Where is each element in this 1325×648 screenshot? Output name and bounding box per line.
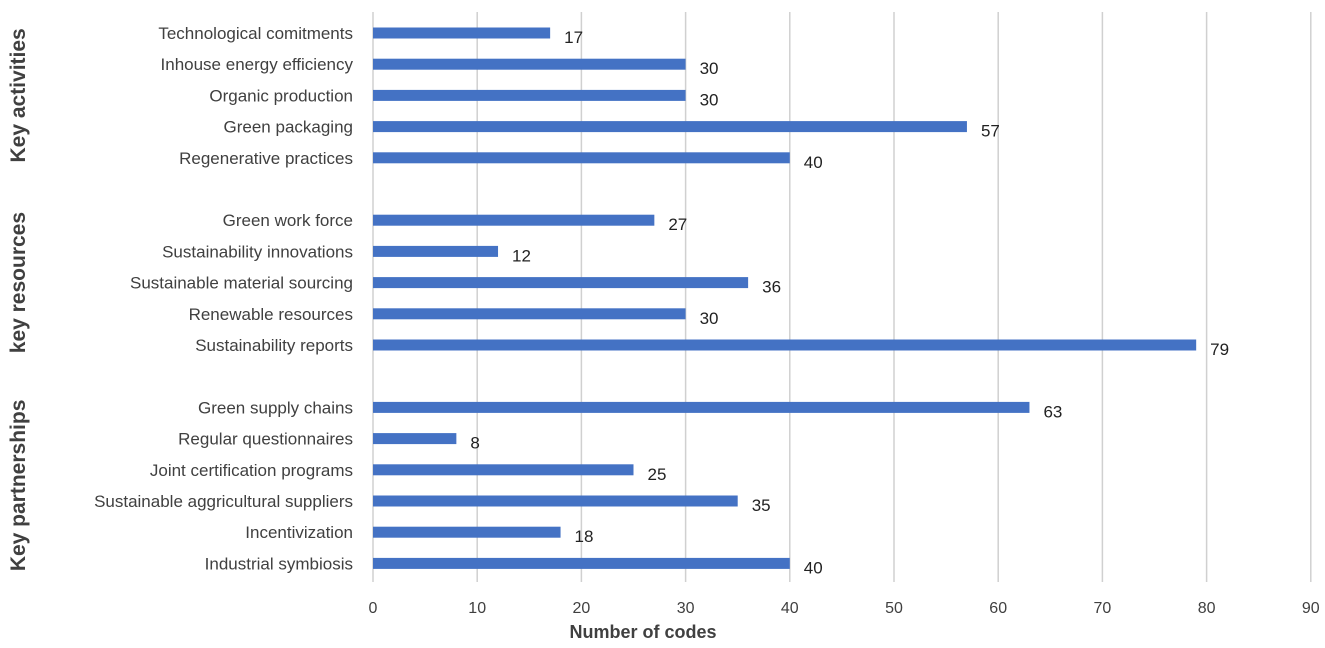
value-label: 35 <box>752 496 771 515</box>
group-label: Key partnerships <box>7 400 30 572</box>
bar <box>373 277 749 289</box>
group-labels: Key activities key resources Key partnersh… <box>7 28 30 571</box>
bar <box>373 58 686 70</box>
x-tick-label: 30 <box>677 600 695 617</box>
bar <box>373 245 499 257</box>
value-label: 30 <box>700 309 719 328</box>
category-label: Sustainability innovations <box>162 242 353 261</box>
category-label: Organic production <box>209 86 353 105</box>
category-label: Joint certification programs <box>150 461 353 480</box>
category-label: Regular questionnaires <box>178 430 353 449</box>
value-label: 8 <box>470 434 479 453</box>
bar <box>373 89 686 101</box>
value-label: 17 <box>564 28 583 47</box>
value-label: 79 <box>1210 340 1229 359</box>
bar <box>373 495 738 507</box>
value-label: 27 <box>668 215 687 234</box>
x-axis-title: Number of codes <box>569 622 716 642</box>
category-label: Renewable resources <box>189 305 353 324</box>
bar <box>373 214 655 226</box>
x-tick-label: 70 <box>1094 600 1112 617</box>
x-tick-label: 0 <box>369 600 378 617</box>
category-label: Sustainable aggricultural suppliers <box>94 492 353 511</box>
value-labels: 17 30 30 57 40 27 12 36 30 79 63 8 25 35 18 40 <box>470 28 1229 577</box>
category-label: Green packaging <box>224 118 353 137</box>
bar <box>373 433 457 445</box>
value-label: 36 <box>762 278 781 297</box>
category-label: Regenerative practices <box>179 149 353 168</box>
x-tick-label: 10 <box>468 600 486 617</box>
x-tick-label: 40 <box>781 600 799 617</box>
value-label: 63 <box>1043 402 1062 421</box>
bar <box>373 401 1030 413</box>
group-label: Key activities <box>7 28 30 162</box>
value-label: 40 <box>804 153 823 172</box>
gridlines <box>372 12 1312 582</box>
bar <box>373 27 551 39</box>
category-label: Green supply chains <box>198 398 353 417</box>
bars <box>373 27 1197 569</box>
category-label: Sustainable material sourcing <box>130 274 353 293</box>
bar <box>373 557 790 569</box>
value-label: 18 <box>575 527 594 546</box>
bar <box>373 308 686 320</box>
x-tick-label: 80 <box>1198 600 1216 617</box>
x-tick-label: 60 <box>989 600 1007 617</box>
category-label: Inhouse energy efficiency <box>161 55 354 74</box>
bar <box>373 339 1197 351</box>
value-label: 57 <box>981 122 1000 141</box>
x-tick-label: 20 <box>573 600 591 617</box>
category-label: Incentivization <box>245 523 353 542</box>
bar <box>373 526 561 538</box>
value-label: 25 <box>648 465 667 484</box>
bar <box>373 152 790 164</box>
category-label: Technological comitments <box>158 24 353 43</box>
group-label: key resources <box>7 212 30 353</box>
value-label: 30 <box>700 59 719 78</box>
category-labels: Technological comitments Inhouse energy e… <box>94 24 353 573</box>
value-label: 30 <box>700 90 719 109</box>
value-label: 12 <box>512 246 531 265</box>
category-label: Green work force <box>223 211 353 230</box>
bar <box>373 464 634 476</box>
x-axis-ticks: 0 10 20 30 40 50 60 70 80 90 <box>369 600 1320 617</box>
value-label: 40 <box>804 558 823 577</box>
x-tick-label: 90 <box>1302 600 1320 617</box>
x-tick-label: 50 <box>885 600 903 617</box>
bar <box>373 121 967 133</box>
category-label: Sustainability reports <box>195 336 353 355</box>
category-label: Industrial symbiosis <box>205 554 353 573</box>
